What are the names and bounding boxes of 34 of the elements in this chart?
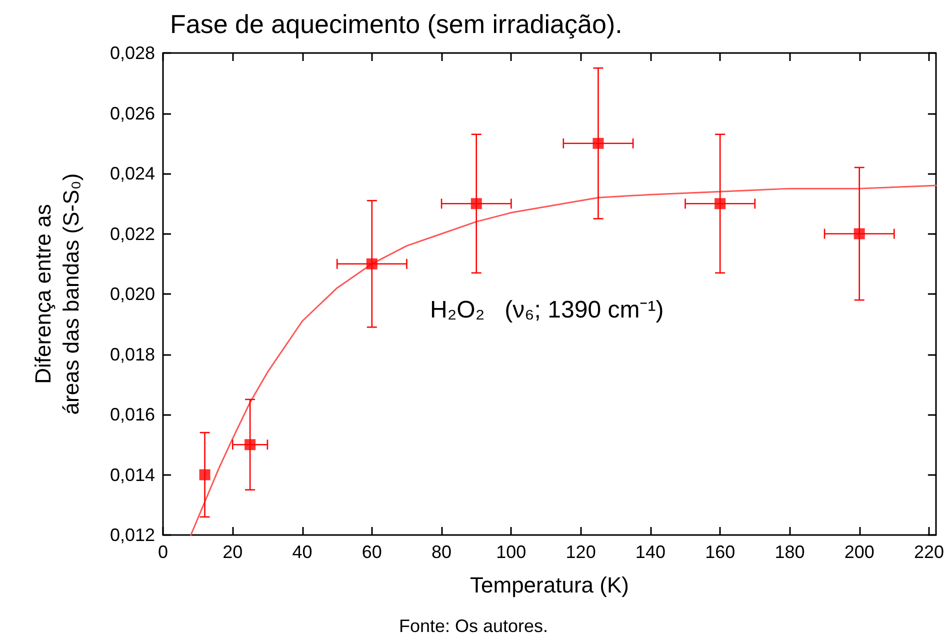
x-tick-label: 20 — [222, 542, 243, 562]
x-tick-label: 200 — [844, 542, 874, 562]
point — [366, 258, 378, 270]
x-tick-label: 180 — [774, 542, 805, 562]
x-tick-label: 60 — [362, 542, 382, 562]
x-tick-label: 40 — [292, 542, 312, 562]
y-tick-label: 0,022 — [110, 224, 155, 244]
line-series — [190, 184, 937, 536]
point — [470, 198, 482, 210]
y-tick-label: 0,012 — [110, 525, 155, 545]
y-tick-label: 0,014 — [110, 464, 155, 485]
y-tick-label: 0,024 — [110, 164, 155, 184]
y-tick-label: 0,018 — [110, 344, 155, 364]
point — [714, 198, 726, 210]
x-tick-label: 160 — [705, 542, 736, 562]
point — [854, 228, 865, 240]
x-axis-title: Temperatura (K) — [470, 572, 629, 598]
x-tick-label: 100 — [496, 542, 526, 562]
y-axis-title: Diferença entre as áreas das bandas (S-S₀) — [30, 173, 84, 415]
source-note: Fonte: Os autores. — [398, 616, 548, 636]
y-tick-label: 0,016 — [110, 404, 155, 424]
x-tick-label: 220 — [914, 542, 944, 562]
x-tick-label: 120 — [566, 542, 596, 562]
y-tick-label: 0,028 — [110, 43, 155, 63]
annotation: H₂O₂ (ν₆; 1390 cm⁻¹) — [430, 296, 664, 324]
chart-title: Fase de aquecimento (sem irradiação). — [170, 9, 622, 39]
y-tick-label: 0,026 — [110, 103, 155, 124]
point — [592, 138, 604, 149]
point — [244, 439, 256, 450]
point — [199, 469, 210, 480]
x-tick-label: 80 — [432, 542, 452, 562]
x-tick-label: 140 — [635, 542, 666, 562]
y-tick-label: 0,020 — [110, 284, 155, 304]
x-tick-label: 0 — [158, 542, 168, 562]
